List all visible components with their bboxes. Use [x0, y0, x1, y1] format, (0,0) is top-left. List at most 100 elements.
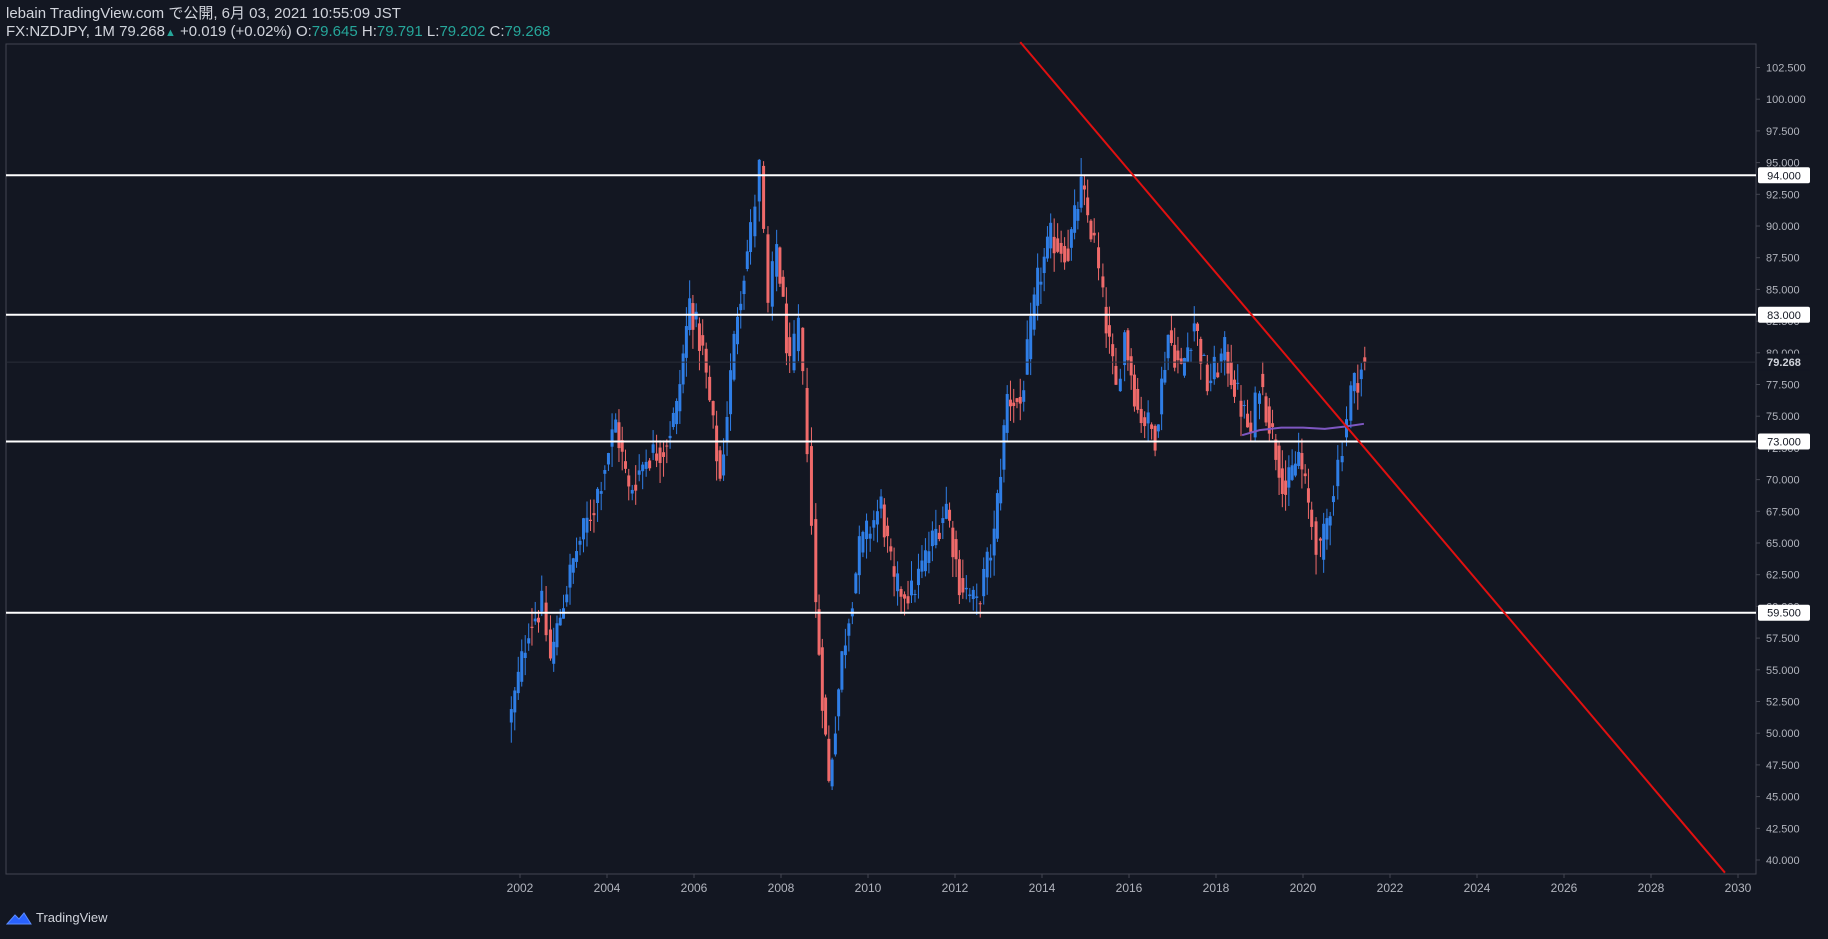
price-tick-label: 87.500	[1766, 253, 1800, 265]
symbol-info-line: FX:NZDJPY, 1M 79.268▲ +0.019 (+0.02%) O:…	[6, 23, 550, 42]
candle-body	[1359, 369, 1363, 380]
chart-header: lebain TradingView.com で公開, 6月 03, 2021 …	[6, 5, 550, 42]
candle-body	[899, 588, 903, 597]
level-price-tag	[1758, 167, 1810, 184]
candle-body	[681, 353, 685, 385]
candle-body	[520, 651, 524, 682]
candle-body	[548, 629, 552, 659]
price-tick-label: 45.000	[1766, 792, 1800, 804]
candle-body	[857, 536, 861, 576]
candle-body	[1310, 509, 1314, 527]
candle-body	[1199, 338, 1203, 364]
candle-body	[937, 532, 941, 540]
candle-body	[781, 276, 785, 297]
candle-body	[954, 539, 958, 560]
time-tick-label: 2012	[942, 881, 969, 895]
candle-body	[1089, 220, 1093, 240]
candle-body	[678, 384, 682, 412]
candle-body	[1176, 350, 1180, 361]
candle-body	[641, 464, 645, 472]
high-label: H:	[361, 23, 377, 40]
candle-body	[1153, 425, 1157, 451]
candle-body	[968, 594, 972, 596]
time-tick-label: 2010	[855, 881, 882, 895]
candle-body	[1318, 538, 1322, 541]
level-price-tag	[1758, 306, 1810, 323]
candle-body	[623, 461, 627, 469]
price-tick-label: 95.000	[1766, 158, 1800, 170]
candle-body	[788, 337, 792, 357]
candle-body	[1114, 365, 1118, 385]
candle-body	[1018, 396, 1022, 404]
candle-body	[1226, 351, 1230, 374]
price-tick-label: 70.000	[1766, 475, 1800, 487]
candle-body	[1336, 459, 1340, 487]
candle-body	[1253, 392, 1257, 438]
candle-body	[792, 333, 796, 371]
candle-body	[530, 626, 534, 628]
candle-body	[1036, 267, 1040, 306]
time-tick-label: 2016	[1116, 881, 1143, 895]
candle-body	[1274, 439, 1278, 460]
price-tick-label: 40.000	[1766, 855, 1800, 867]
candle-body	[964, 587, 968, 590]
candle-body	[843, 645, 847, 656]
tradingview-logo-icon	[6, 911, 32, 924]
candle-body	[675, 400, 679, 425]
candle-body	[603, 470, 607, 474]
open-label: O:	[295, 23, 312, 40]
tradingview-brand[interactable]: TradingView	[6, 910, 108, 925]
price-tick-label: 65.000	[1766, 538, 1800, 550]
candle-body	[872, 520, 876, 528]
time-tick-label: 2006	[681, 881, 708, 895]
candle-body	[555, 623, 559, 648]
candle-body	[927, 551, 931, 563]
time-tick-label: 2008	[768, 881, 795, 895]
candle-body	[840, 651, 844, 690]
candle-body	[1325, 518, 1329, 540]
candle-body	[775, 244, 779, 277]
candle-body	[1182, 357, 1186, 376]
candle-body	[766, 234, 770, 303]
candle-body	[903, 594, 907, 599]
time-tick-label: 2024	[1464, 881, 1491, 895]
candle-body	[1349, 385, 1353, 421]
candle-body	[627, 475, 631, 487]
candle-body	[708, 376, 712, 401]
candle-body	[805, 388, 809, 455]
candle-body	[1267, 406, 1271, 434]
close-label: C:	[489, 23, 505, 40]
candle-body	[1059, 242, 1063, 254]
candle-body	[1236, 382, 1240, 384]
candle-body	[665, 445, 669, 447]
candle-body	[1277, 445, 1281, 478]
candle-body	[1216, 372, 1220, 378]
open-value: 79.645	[311, 23, 358, 40]
candle-body	[978, 603, 982, 605]
low-value: 79.202	[439, 23, 486, 40]
candle-body	[697, 323, 701, 351]
candle-body	[617, 422, 621, 449]
candle-body	[1271, 423, 1275, 427]
low-label: L:	[426, 23, 440, 40]
candle-body	[691, 303, 695, 330]
candle-body	[552, 641, 556, 664]
candle-body	[1328, 516, 1332, 526]
level-price-tag	[1758, 604, 1810, 621]
candle-body	[995, 493, 999, 539]
candle-body	[668, 435, 672, 439]
candle-body	[941, 518, 945, 524]
level-price-tag	[1758, 433, 1810, 450]
candle-body	[753, 206, 757, 237]
candle-body	[1249, 422, 1253, 433]
candle-body	[1126, 330, 1130, 361]
last-price-label: 79.268	[1767, 357, 1801, 369]
candle-body	[817, 609, 821, 655]
candle-body	[1049, 222, 1053, 249]
candle-body	[1179, 358, 1183, 364]
candle-body	[1186, 347, 1190, 363]
candle-body	[1005, 394, 1009, 433]
candle-body	[1239, 400, 1243, 417]
candle-body	[944, 503, 948, 519]
